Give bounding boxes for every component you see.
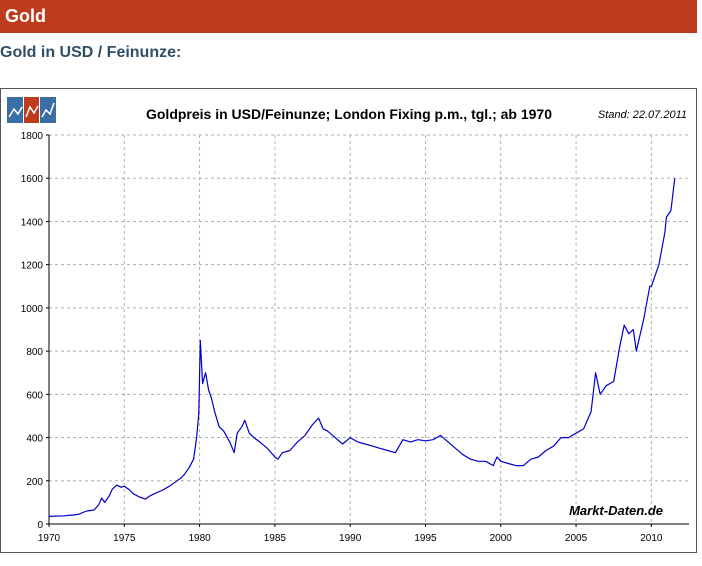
chart-title: Goldpreis in USD/Feinunze; London Fixing… — [146, 106, 552, 122]
chart-watermark: Markt-Daten.de — [569, 503, 663, 518]
chart-axes: 0 200 400 600 800 1000 1200 1400 1600 1800 1970 197… — [21, 131, 689, 544]
chart-frame: Goldpreis in USD/Feinunze; London Fixing… — [0, 88, 697, 553]
y-tick-label: 400 — [26, 434, 43, 445]
y-tick-label: 800 — [26, 347, 43, 358]
y-tick-label: 1200 — [21, 261, 44, 272]
y-tick-label: 600 — [26, 390, 43, 401]
x-tick-label: 1970 — [38, 533, 61, 544]
y-tick-label: 1400 — [21, 217, 44, 228]
chart-stand-date: Stand: 22.07.2011 — [598, 109, 687, 121]
y-tick-label: 200 — [26, 477, 43, 488]
chart-logo-icon — [7, 97, 56, 123]
x-tick-label: 1975 — [113, 533, 136, 544]
x-tick-label: 1980 — [188, 533, 211, 544]
y-tick-label: 0 — [37, 520, 43, 531]
section-header: Gold — [0, 0, 697, 33]
x-tick-label: 1985 — [264, 533, 287, 544]
gold-price-chart: Goldpreis in USD/Feinunze; London Fixing… — [7, 97, 689, 544]
y-tick-label: 1800 — [21, 131, 44, 142]
x-tick-label: 2000 — [490, 533, 513, 544]
x-tick-label: 2010 — [640, 533, 663, 544]
x-tick-label: 1990 — [339, 533, 362, 544]
x-tick-label: 1995 — [414, 533, 437, 544]
plot-area — [49, 135, 689, 524]
y-tick-label: 1600 — [21, 174, 44, 185]
series-line-0 — [48, 178, 676, 517]
y-tick-label: 1000 — [21, 304, 44, 315]
chart-series-layer — [48, 178, 676, 517]
section-subtitle: Gold in USD / Feinunze: — [0, 44, 182, 61]
chart-grid — [49, 134, 689, 524]
x-tick-label: 2005 — [565, 533, 588, 544]
